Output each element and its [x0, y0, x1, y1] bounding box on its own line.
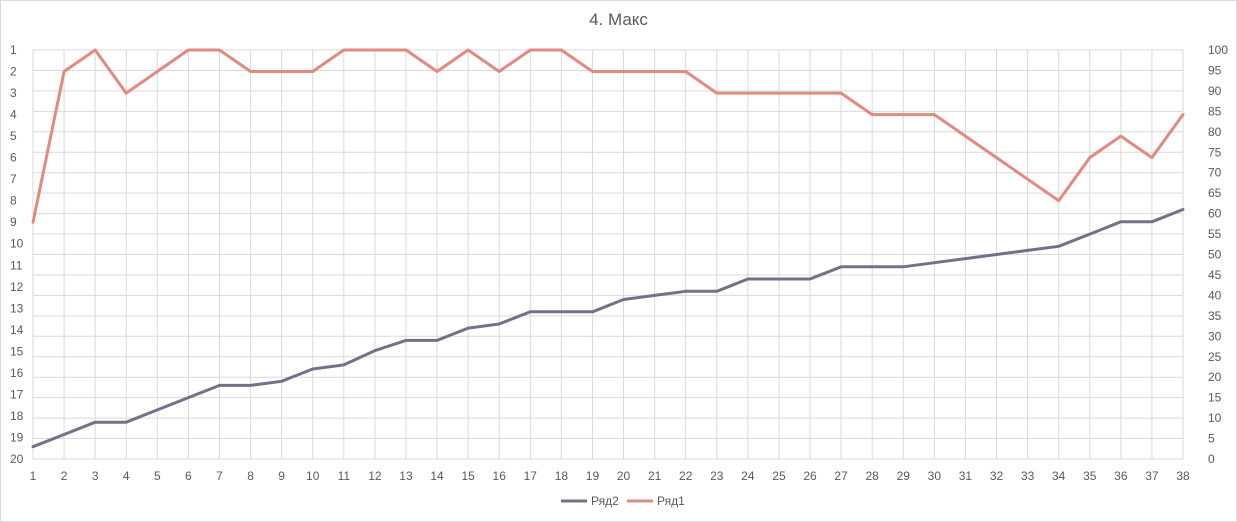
legend: Ряд2 Ряд1 [561, 494, 685, 508]
x-tick-label: 38 [1176, 469, 1190, 483]
y-left-tick-label: 12 [10, 280, 24, 294]
y-right-tick-label: 40 [1208, 288, 1222, 302]
y-right-tick-label: 85 [1208, 104, 1222, 118]
x-tick-label: 28 [866, 469, 880, 483]
x-tick-label: 26 [803, 469, 817, 483]
y-left-tick-label: 15 [10, 344, 24, 358]
y-left-tick-label: 3 [10, 86, 17, 100]
x-tick-label: 31 [959, 469, 973, 483]
y-right-tick-label: 45 [1208, 268, 1222, 282]
x-tick-label: 23 [710, 469, 724, 483]
y-right-tick-label: 95 [1208, 63, 1222, 77]
x-tick-label: 5 [154, 469, 161, 483]
axes: 1234567891011121314151617181920100959085… [10, 43, 1228, 483]
y-left-tick-label: 9 [10, 215, 17, 229]
y-left-tick-label: 2 [10, 65, 17, 79]
y-left-tick-label: 18 [10, 409, 24, 423]
y-right-tick-label: 60 [1208, 207, 1222, 221]
y-right-tick-label: 20 [1208, 370, 1222, 384]
y-right-tick-label: 100 [1208, 43, 1228, 57]
x-tick-label: 10 [306, 469, 320, 483]
y-left-tick-label: 10 [10, 237, 24, 251]
x-tick-label: 22 [679, 469, 693, 483]
x-tick-label: 25 [772, 469, 786, 483]
chart-title: 4. Макс [589, 10, 648, 29]
y-right-tick-label: 10 [1208, 411, 1222, 425]
grid-lines [32, 49, 1184, 460]
x-tick-label: 36 [1114, 469, 1128, 483]
y-right-tick-label: 5 [1208, 432, 1215, 446]
x-tick-label: 7 [216, 469, 223, 483]
y-left-tick-label: 17 [10, 387, 24, 401]
legend-label: Ряд1 [657, 494, 685, 508]
y-right-tick-label: 80 [1208, 125, 1222, 139]
x-tick-label: 20 [617, 469, 631, 483]
series-lines [31, 48, 1185, 449]
y-left-tick-label: 19 [10, 430, 24, 444]
x-tick-label: 8 [247, 469, 254, 483]
y-left-tick-label: 5 [10, 129, 17, 143]
y-left-tick-label: 11 [10, 258, 23, 272]
y-left-tick-label: 4 [10, 108, 17, 122]
y-left-tick-label: 14 [10, 323, 24, 337]
y-left-tick-label: 7 [10, 172, 17, 186]
y-right-tick-label: 90 [1208, 84, 1222, 98]
legend-label: Ряд2 [591, 494, 619, 508]
x-tick-label: 32 [990, 469, 1004, 483]
x-tick-label: 33 [1021, 469, 1035, 483]
x-tick-label: 16 [493, 469, 507, 483]
y-right-tick-label: 65 [1208, 186, 1222, 200]
y-left-tick-label: 8 [10, 194, 17, 208]
y-right-tick-label: 55 [1208, 227, 1222, 241]
y-left-tick-label: 16 [10, 366, 24, 380]
y-right-tick-label: 0 [1208, 452, 1215, 466]
x-tick-label: 17 [524, 469, 538, 483]
x-tick-label: 1 [30, 469, 37, 483]
y-right-tick-label: 15 [1208, 391, 1222, 405]
y-right-tick-label: 50 [1208, 248, 1222, 262]
x-tick-label: 27 [834, 469, 848, 483]
x-tick-label: 19 [586, 469, 600, 483]
x-tick-label: 3 [92, 469, 99, 483]
x-tick-label: 21 [648, 469, 662, 483]
x-tick-label: 35 [1083, 469, 1097, 483]
y-right-tick-label: 70 [1208, 166, 1222, 180]
x-tick-label: 4 [123, 469, 130, 483]
x-tick-label: 34 [1052, 469, 1066, 483]
y-left-tick-label: 13 [10, 301, 24, 315]
x-tick-label: 11 [338, 469, 351, 483]
x-tick-label: 24 [741, 469, 755, 483]
y-left-tick-label: 6 [10, 151, 17, 165]
x-tick-label: 30 [928, 469, 942, 483]
x-tick-label: 15 [461, 469, 475, 483]
x-tick-label: 13 [399, 469, 413, 483]
y-right-tick-label: 35 [1208, 309, 1222, 323]
x-tick-label: 2 [61, 469, 68, 483]
y-right-tick-label: 30 [1208, 329, 1222, 343]
y-left-tick-label: 1 [10, 43, 17, 57]
y-right-tick-label: 75 [1208, 145, 1222, 159]
x-tick-label: 29 [897, 469, 911, 483]
series-line-left-axis [31, 48, 1185, 224]
x-tick-label: 18 [555, 469, 569, 483]
x-tick-label: 37 [1145, 469, 1159, 483]
x-tick-label: 9 [278, 469, 285, 483]
series-line-right-axis [31, 208, 1185, 449]
y-left-tick-label: 20 [10, 452, 24, 466]
x-tick-label: 12 [368, 469, 382, 483]
y-right-tick-label: 25 [1208, 350, 1222, 364]
x-tick-label: 14 [430, 469, 444, 483]
x-tick-label: 6 [185, 469, 192, 483]
